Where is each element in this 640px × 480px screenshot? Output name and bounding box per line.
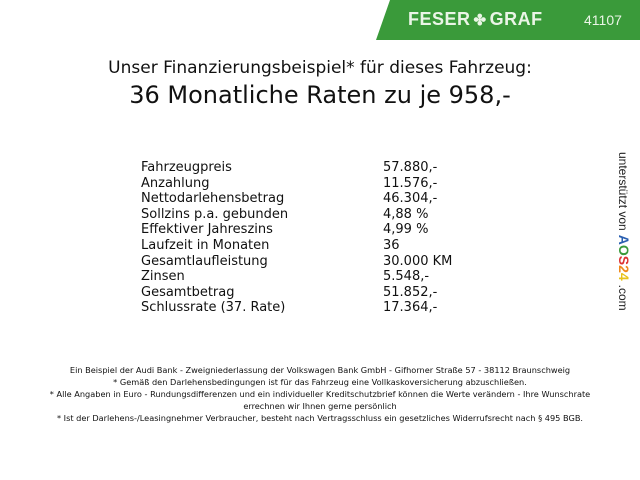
- title-line1: Unser Finanzierungsbeispiel* für dieses …: [108, 58, 532, 78]
- row-label: Gesamtbetrag: [141, 284, 235, 300]
- footer-line: * Ist der Darlehens-/Leasingnehmer Verbr…: [56, 412, 584, 423]
- finance-table: Fahrzeugpreis 57.880,- Anzahlung 11.576,- Ne…: [141, 160, 461, 316]
- brand-banner: [376, 0, 640, 40]
- powered-by-suffix: .com: [616, 284, 630, 311]
- table-row: Effektiver Jahreszins 4,99 %: [141, 222, 461, 238]
- row-value: 11.576,-: [383, 175, 438, 191]
- row-label: Sollzins p.a. gebunden: [141, 206, 289, 222]
- table-row: Gesamtbetrag 51.852,-: [141, 285, 461, 301]
- row-value: 4,99 %: [383, 222, 429, 238]
- table-row: Schlussrate (37. Rate) 17.364,-: [141, 300, 461, 316]
- row-label: Schlussrate (37. Rate): [141, 300, 286, 316]
- footer-line: * Alle Angaben in Euro - Rundungsdiffere…: [49, 389, 591, 411]
- row-value: 36: [383, 237, 400, 253]
- aos24-logo: AOS24: [616, 234, 632, 281]
- powered-by-text: unterstützt von: [616, 152, 630, 231]
- row-value: 5.548,-: [383, 269, 430, 285]
- footer-line: * Gemäß den Darlehensbedingungen ist für…: [113, 377, 527, 388]
- row-label: Anzahlung: [141, 175, 210, 191]
- title-line2: 36 Monatliche Raten zu je 958,-: [129, 81, 511, 109]
- row-label: Laufzeit in Monaten: [141, 237, 270, 253]
- row-value: 51.852,-: [383, 284, 438, 300]
- brand-logo: FESER ✤ GRAF: [408, 9, 543, 30]
- table-row: Gesamtlaufleistung 30.000 KM: [141, 254, 461, 270]
- row-label: Fahrzeugpreis: [141, 160, 232, 175]
- dealer-code: 41107: [584, 12, 622, 28]
- footer-line: Ein Beispiel der Audi Bank - Zweignieder…: [69, 365, 571, 375]
- row-label: Nettodarlehensbetrag: [141, 191, 285, 207]
- brand-name-left: FESER: [408, 9, 471, 29]
- powered-by: unterstützt von AOS24 .com: [616, 152, 632, 311]
- table-row: Anzahlung 11.576,-: [141, 176, 461, 192]
- table-row: Nettodarlehensbetrag 46.304,-: [141, 191, 461, 207]
- row-value: 4,88 %: [383, 206, 429, 222]
- footer-disclaimer: Ein Beispiel der Audi Bank - Zweignieder…: [30, 365, 610, 425]
- row-value: 17.364,-: [383, 300, 438, 316]
- table-row: Laufzeit in Monaten 36: [141, 238, 461, 254]
- row-label: Gesamtlaufleistung: [141, 253, 268, 269]
- table-row: Sollzins p.a. gebunden 4,88 %: [141, 207, 461, 223]
- row-value: 57.880,-: [383, 160, 438, 175]
- row-label: Effektiver Jahreszins: [141, 222, 273, 238]
- table-row: Fahrzeugpreis 57.880,-: [141, 160, 461, 176]
- brand-name-right: GRAF: [489, 9, 543, 29]
- row-value: 46.304,-: [383, 191, 438, 207]
- table-row: Zinsen 5.548,-: [141, 269, 461, 285]
- row-label: Zinsen: [141, 269, 185, 285]
- row-value: 30.000 KM: [383, 253, 453, 269]
- clover-icon: ✤: [473, 12, 487, 29]
